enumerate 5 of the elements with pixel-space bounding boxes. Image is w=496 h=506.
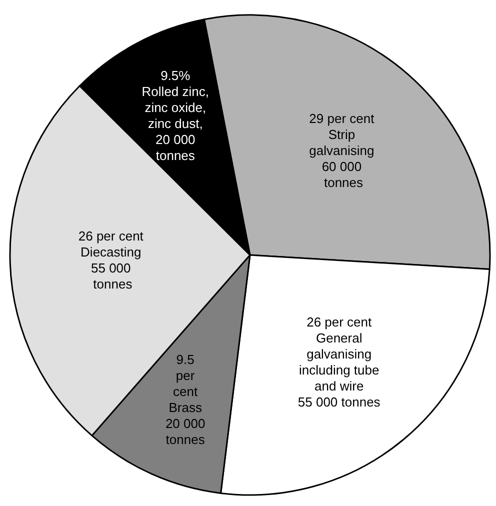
slice-label: 26 per cent Diecasting 55 000 tonnes: [78, 228, 144, 292]
slice-label: 9.5% Rolled zinc, zinc oxide, zinc dust, 20 000 tonnes: [142, 68, 209, 163]
slice-label: 9.5 per cent Brass 20 000 tonnes: [165, 352, 206, 448]
slice-label: 29 per cent Strip galvanising 60 000 tonnes: [309, 110, 375, 190]
slice-label: 26 per cent General galvanising including tube and wire 55 000 tonnes: [298, 314, 381, 410]
